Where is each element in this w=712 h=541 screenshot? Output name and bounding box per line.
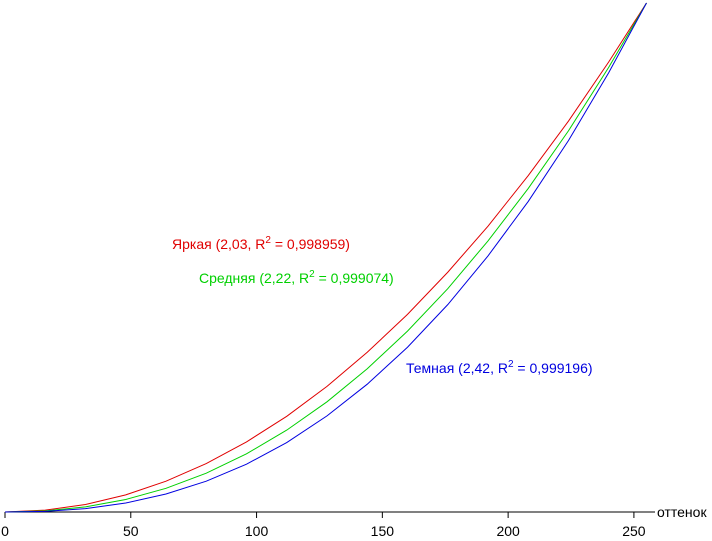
series-label-part: = 0,999074) [315,270,394,286]
x-tick-label: 200 [496,523,520,539]
series-label: Средняя (2,22, R2 = 0,999074) [199,269,394,286]
series-label-part: = 0,998959) [271,236,350,252]
series-label-part: Яркая (2,03, R [172,236,265,252]
series-label-part: 2 [309,269,315,280]
series-label-part: Средняя (2,22, R [199,270,309,286]
series-line [4,2,647,513]
x-tick-label: 150 [371,523,395,539]
series-label: Яркая (2,03, R2 = 0,998959) [172,235,350,252]
x-axis-label: оттенок [657,504,707,520]
series-line [4,2,647,513]
x-tick-label: 100 [245,523,269,539]
series-label-part: 2 [508,359,514,370]
x-tick-label: 50 [123,523,139,539]
x-tick-label: 250 [622,523,646,539]
series-label-part: Темная (2,42, R [406,360,508,376]
x-tick-label: 0 [1,523,9,539]
series-line [4,2,647,513]
series-label-part: = 0,999196) [514,360,593,376]
series-label: Темная (2,42, R2 = 0,999196) [406,359,593,376]
series-label-part: 2 [265,235,271,246]
